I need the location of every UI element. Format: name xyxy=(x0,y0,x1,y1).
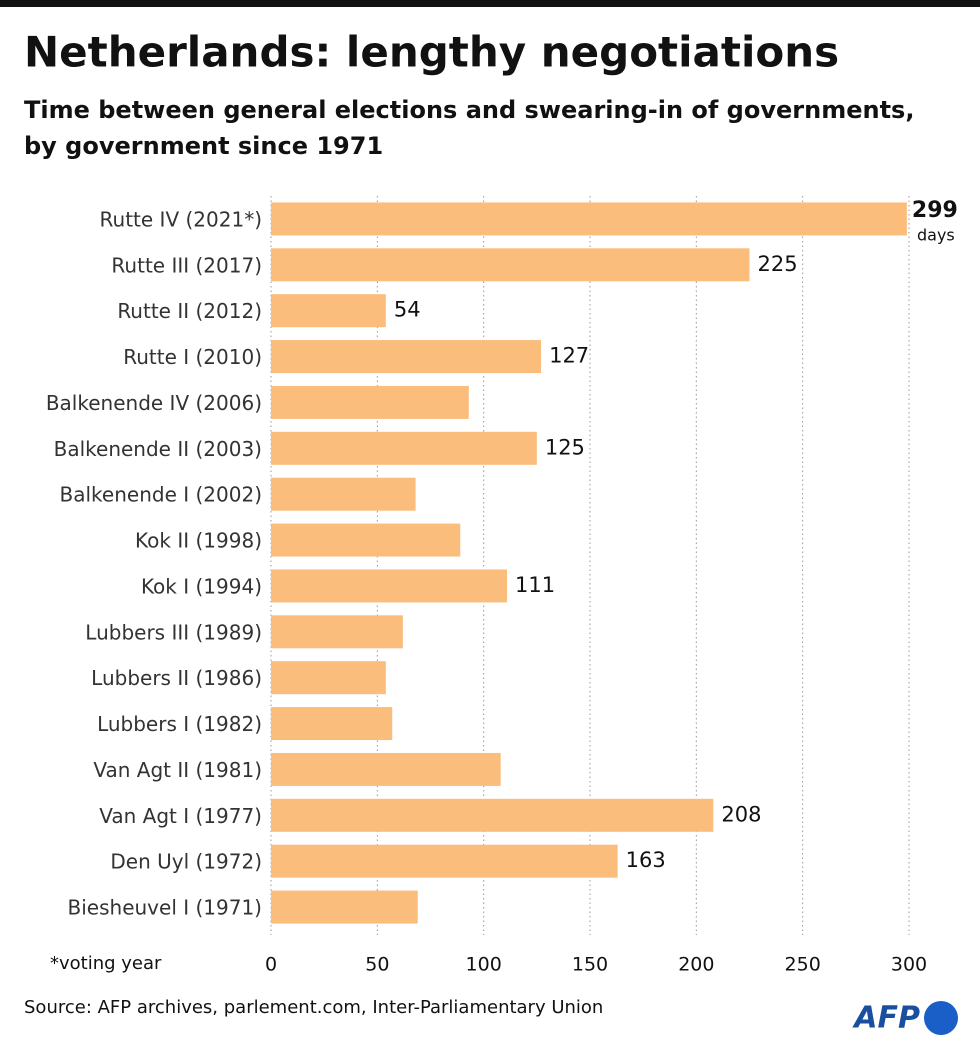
top-rule xyxy=(0,0,980,7)
value-label: 54 xyxy=(394,298,421,322)
bar xyxy=(271,890,418,924)
y-tick-label: Rutte III (2017) xyxy=(111,253,262,277)
bar xyxy=(271,202,907,236)
value-label: 208 xyxy=(721,802,761,826)
bar xyxy=(271,798,714,832)
bar xyxy=(271,477,416,511)
y-tick-label: Lubbers II (1986) xyxy=(91,666,262,690)
source: Source: AFP archives, parlement.com, Int… xyxy=(24,997,603,1018)
bar xyxy=(271,248,750,282)
bar xyxy=(271,385,469,419)
x-tick-label: 300 xyxy=(891,954,927,976)
bar xyxy=(271,431,537,465)
bar xyxy=(271,661,386,695)
value-label: 127 xyxy=(549,344,589,368)
x-tick-label: 150 xyxy=(572,954,608,976)
value-label: 299 xyxy=(912,198,958,223)
value-label: 111 xyxy=(515,573,555,597)
value-label: 225 xyxy=(758,252,798,276)
y-tick-label: Balkenende I (2002) xyxy=(60,483,262,507)
footnote: *voting year xyxy=(50,953,162,974)
bar xyxy=(271,844,618,878)
value-label: 163 xyxy=(626,848,666,872)
y-tick-label: Van Agt II (1981) xyxy=(93,758,262,782)
y-tick-label: Den Uyl (1972) xyxy=(110,850,262,874)
value-unit: days xyxy=(917,225,955,244)
chart-title: Netherlands: lengthy negotiations xyxy=(24,28,839,77)
y-tick-label: Rutte IV (2021*) xyxy=(100,207,262,231)
y-tick-label: Lubbers III (1989) xyxy=(85,620,262,644)
bar xyxy=(271,707,393,741)
y-tick-label: Van Agt I (1977) xyxy=(99,804,262,828)
bar xyxy=(271,340,542,374)
logo: AFP xyxy=(852,1001,920,1036)
bar xyxy=(271,569,508,603)
x-tick-label: 250 xyxy=(785,954,821,976)
bar xyxy=(271,523,461,557)
x-tick-label: 100 xyxy=(466,954,502,976)
bar xyxy=(271,752,501,786)
bar xyxy=(271,294,386,328)
logo-dot xyxy=(924,1001,958,1035)
value-label: 125 xyxy=(545,435,585,459)
x-tick-label: 50 xyxy=(365,954,389,976)
y-tick-label: Kok I (1994) xyxy=(141,574,262,598)
y-tick-label: Balkenende II (2003) xyxy=(54,437,262,461)
x-tick-label: 0 xyxy=(265,954,277,976)
y-tick-label: Lubbers I (1982) xyxy=(97,712,262,736)
x-tick-label: 200 xyxy=(678,954,714,976)
y-tick-label: Kok II (1998) xyxy=(135,529,262,553)
y-tick-label: Rutte II (2012) xyxy=(117,299,262,323)
chart-subtitle: Time between general elections and swear… xyxy=(24,96,914,124)
bar xyxy=(271,615,403,649)
chart-subtitle: by government since 1971 xyxy=(24,132,383,160)
y-tick-label: Balkenende IV (2006) xyxy=(46,391,262,415)
y-tick-label: Rutte I (2010) xyxy=(123,345,262,369)
y-tick-label: Biesheuvel I (1971) xyxy=(68,896,262,920)
